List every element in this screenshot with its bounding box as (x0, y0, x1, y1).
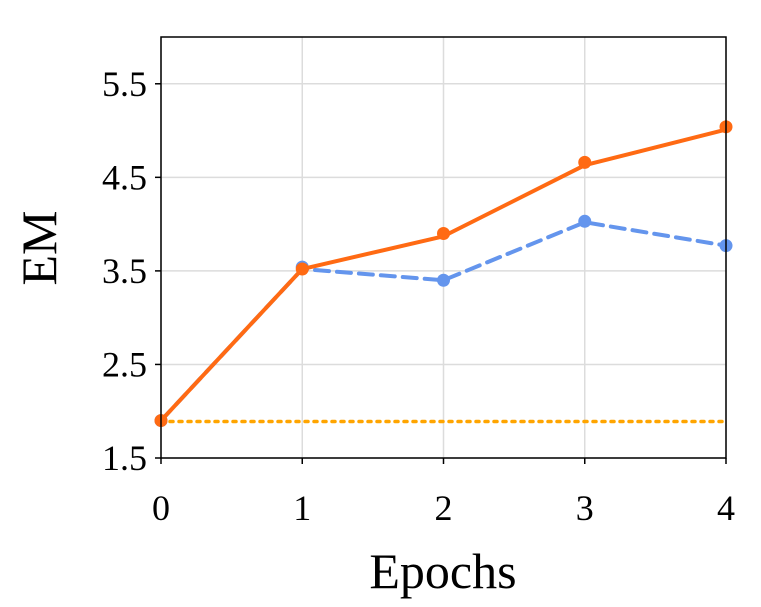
x-tick-label: 1 (293, 488, 311, 528)
tick-labels: 0 1 2 3 4 1.5 2.5 3.5 4.5 5.5 (102, 64, 735, 528)
x-axis-label: Epochs (369, 543, 516, 599)
x-tick-label: 0 (152, 488, 170, 528)
grid-lines (160, 37, 727, 459)
series-point-solid (578, 155, 592, 169)
y-tick-label: 2.5 (102, 344, 147, 384)
x-tick-label: 4 (717, 488, 735, 528)
x-tick-label: 2 (435, 488, 453, 528)
series-group (154, 120, 733, 428)
series-point-solid (295, 262, 309, 276)
y-tick-label: 5.5 (102, 64, 147, 104)
series-point-solid (437, 226, 450, 240)
y-tick-label: 4.5 (102, 157, 147, 197)
y-tick-label: 3.5 (102, 251, 147, 291)
series-point-dashed (437, 273, 450, 287)
y-tick-label: 1.5 (102, 438, 147, 478)
series-point-dashed (578, 214, 592, 228)
y-axis-label: EM (11, 211, 67, 286)
x-tick-label: 3 (576, 488, 594, 528)
